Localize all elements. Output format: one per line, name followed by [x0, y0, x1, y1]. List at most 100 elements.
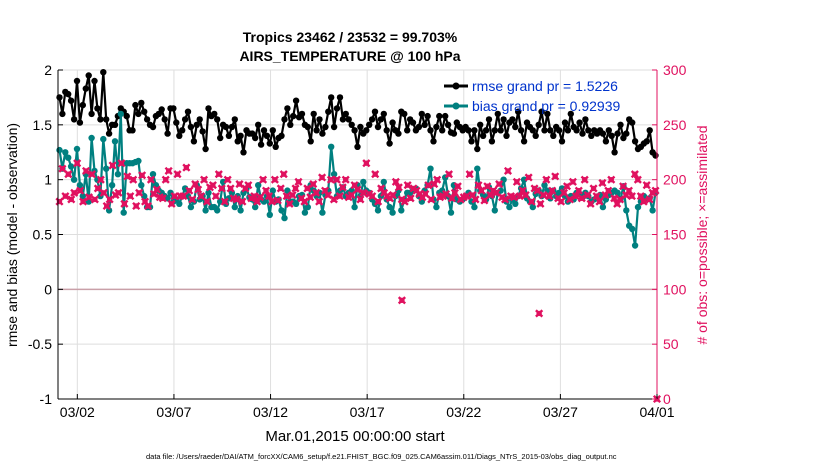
o-mark	[617, 196, 623, 203]
x-stroke	[238, 197, 247, 206]
point-rmse	[558, 138, 566, 145]
point-obs_assimilated	[226, 184, 235, 193]
o-mark	[564, 183, 570, 189]
o-mark	[260, 176, 266, 183]
point-rmse	[631, 138, 639, 145]
x-stroke	[179, 192, 188, 201]
point-rmse	[319, 130, 326, 137]
x-stroke	[533, 186, 542, 195]
point-obs_assimilated	[244, 181, 253, 190]
point-bias	[278, 207, 285, 214]
o-mark	[145, 203, 151, 209]
x-stroke	[651, 186, 660, 195]
point-obs_assimilated	[312, 188, 321, 197]
point-bias	[114, 171, 122, 178]
point-rmse	[240, 149, 247, 156]
point-rmse	[488, 138, 496, 145]
point-obs_assimilated	[123, 172, 132, 181]
point-rmse	[643, 138, 650, 145]
point-bias	[351, 203, 358, 211]
point-obs_assimilated	[557, 197, 566, 206]
o-mark	[331, 196, 337, 203]
y2-tick-label: 50	[663, 336, 679, 352]
point-obs_assimilated	[388, 190, 397, 200]
point-obs_assimilated	[126, 192, 135, 201]
x-stroke	[93, 184, 102, 193]
o-mark	[227, 185, 234, 192]
x-stroke	[318, 173, 327, 182]
point-obs_assimilated	[220, 197, 229, 206]
x-stroke	[400, 197, 409, 206]
point-obs_assimilated	[61, 192, 70, 201]
x-tick-label: 03/12	[253, 404, 288, 420]
point-rmse	[164, 130, 171, 137]
point-obs_assimilated	[551, 172, 560, 181]
point-rmse	[307, 138, 314, 145]
o-mark	[289, 192, 296, 198]
o-mark	[89, 171, 95, 177]
o-mark	[281, 171, 287, 177]
point-bias	[520, 176, 528, 183]
point-rmse	[158, 106, 165, 113]
o-mark	[416, 191, 423, 197]
point-obs_assimilated	[279, 170, 288, 179]
point-rmse	[386, 140, 393, 147]
point-obs_assimilated	[627, 192, 636, 201]
o-mark	[74, 160, 80, 166]
o-mark	[189, 196, 195, 203]
x-stroke	[506, 192, 515, 201]
footer-data-file: data file: /Users/raeder/DAI/ATM_forcXX/…	[146, 452, 617, 461]
x-tick-label: 04/01	[639, 404, 674, 420]
series-layer	[55, 69, 662, 404]
point-obs_possible_outliers	[397, 296, 406, 305]
o-mark	[390, 192, 396, 198]
o-mark	[348, 192, 355, 198]
point-bias	[330, 171, 338, 178]
point-rmse	[181, 116, 189, 123]
o-mark	[599, 180, 606, 186]
point-rmse	[629, 119, 636, 126]
x-stroke	[509, 193, 518, 202]
o-mark	[620, 183, 626, 189]
o-mark	[98, 176, 104, 183]
x-stroke	[374, 197, 383, 206]
point-bias	[187, 203, 195, 211]
point-rmse	[555, 127, 563, 134]
o-mark	[452, 190, 458, 196]
point-bias	[398, 207, 405, 214]
point-rmse	[430, 138, 437, 145]
point-rmse	[421, 121, 428, 128]
x-stroke	[542, 175, 551, 184]
point-bias	[471, 203, 478, 211]
point-rmse	[623, 130, 630, 137]
point-obs_assimilated	[217, 184, 226, 193]
o-mark	[80, 198, 86, 205]
point-bias	[380, 178, 387, 186]
point-bias	[219, 178, 227, 186]
point-rmse	[579, 130, 586, 137]
chart-title: Tropics 23462 / 23532 = 99.703%	[243, 29, 458, 45]
point-rmse	[474, 145, 481, 153]
o-mark	[493, 190, 499, 196]
o-mark	[387, 195, 393, 202]
point-bias	[135, 157, 142, 165]
point-rmse	[482, 127, 490, 134]
o-mark	[160, 195, 166, 202]
x-tick-label: 03/17	[350, 404, 385, 420]
o-mark	[652, 187, 659, 194]
point-obs_assimilated	[96, 175, 105, 184]
point-bias	[506, 203, 513, 211]
o-mark	[83, 168, 89, 174]
point-bias	[73, 145, 81, 153]
point-rmse	[91, 77, 98, 85]
point-rmse	[176, 132, 183, 139]
point-obs_assimilated	[568, 177, 577, 186]
point-rmse	[281, 116, 288, 123]
point-rmse	[202, 145, 209, 153]
o-mark	[463, 193, 470, 199]
point-rmse	[284, 105, 291, 112]
x-stroke	[64, 170, 73, 179]
o-mark	[222, 198, 228, 205]
point-rmse	[225, 132, 233, 139]
